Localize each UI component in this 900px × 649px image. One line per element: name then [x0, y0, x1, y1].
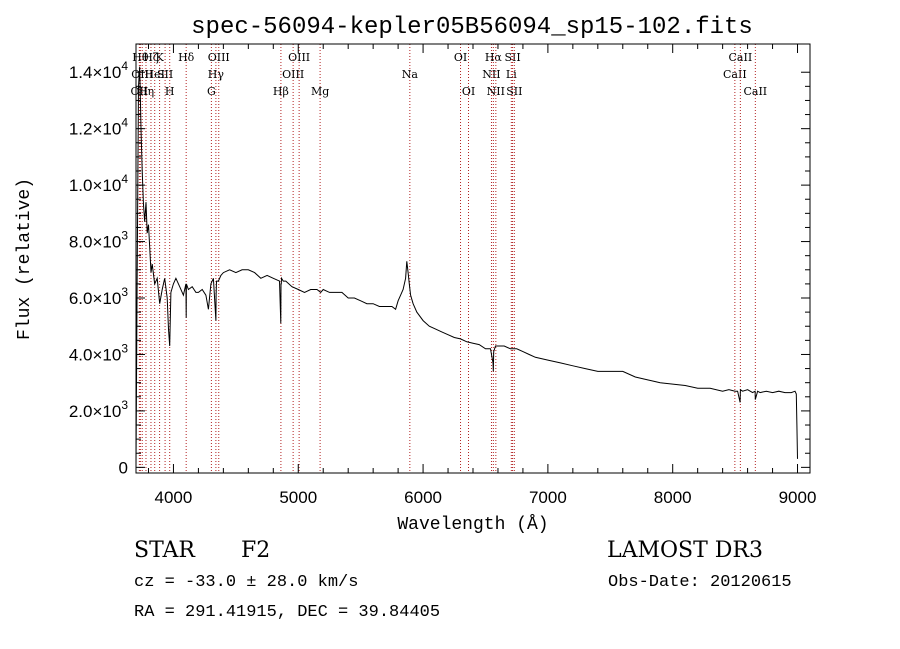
x-tick-label: 4000: [155, 488, 193, 507]
object-subclass: F2: [241, 538, 271, 563]
marker-label: Hα: [485, 51, 503, 64]
x-tick-label: 5000: [279, 488, 317, 507]
x-tick-label: 7000: [529, 488, 567, 507]
y-tick-label: 2.0×103: [69, 398, 128, 421]
y-tick-exponent: 4: [121, 116, 128, 130]
y-tick-label: 8.0×103: [69, 229, 128, 252]
marker-label: CaII: [729, 51, 753, 64]
marker-label: Hη: [138, 85, 154, 98]
marker-label: K: [155, 51, 164, 64]
marker-label: OII: [131, 85, 149, 98]
marker-label: SII: [506, 85, 522, 98]
marker-label: G: [207, 85, 216, 98]
survey-name: LAMOST DR3: [607, 538, 763, 563]
y-tick-exponent: 3: [121, 285, 128, 299]
marker-label: Hζ: [143, 51, 159, 64]
coordinates-info: RA = 291.41915, DEC = 39.84405: [134, 603, 441, 622]
marker-label: OI: [462, 85, 475, 98]
spectral-line-markers: OIIHθOIIIHηHζHeIKSIIHHδGHγOIIIHβOIIIOIII…: [131, 44, 767, 473]
y-tick-mantissa: 4.0×10: [69, 345, 121, 364]
y-tick-mantissa: 2.0×10: [69, 402, 121, 421]
marker-label: H: [165, 85, 175, 98]
marker-label: Hδ: [178, 51, 195, 64]
plot-frame: [135, 43, 811, 474]
marker-label: OIII: [208, 51, 230, 64]
marker-label: Li: [506, 68, 517, 81]
y-tick-label: 6.0×103: [69, 285, 128, 308]
x-tick-label: 6000: [404, 488, 442, 507]
y-tick-mantissa: 8.0×10: [69, 233, 121, 252]
marker-label: NII: [482, 68, 500, 81]
marker-label: NII: [487, 85, 505, 98]
y-tick-label: 1.0×104: [69, 172, 128, 195]
marker-label: Na: [402, 68, 419, 81]
object-class: STAR: [134, 538, 195, 563]
y-tick-label: 0: [119, 458, 128, 477]
chart-title: spec-56094-kepler05B56094_sp15-102.fits: [191, 14, 753, 41]
x-tick-label: 9000: [779, 488, 817, 507]
marker-label: CaII: [723, 68, 747, 81]
y-tick-exponent: 4: [121, 59, 128, 73]
y-axis-label: Flux (relative): [15, 178, 35, 340]
y-tick-label: 1.4×104: [69, 59, 128, 82]
y-tick-mantissa: 1.0×10: [69, 176, 121, 195]
marker-label: OIII: [282, 68, 304, 81]
marker-label: SII: [157, 68, 173, 81]
marker-label: CaII: [743, 85, 767, 98]
y-tick-mantissa: 1.4×10: [69, 63, 121, 82]
y-tick-mantissa: 0: [119, 458, 128, 477]
y-tick-exponent: 4: [121, 172, 128, 186]
y-tick-exponent: 3: [121, 398, 128, 412]
y-tick-exponent: 3: [121, 229, 128, 243]
x-axis-ticks: 4000 5000 6000 7000 8000 9000: [147, 44, 817, 507]
observation-date: Obs-Date: 20120615: [608, 573, 792, 592]
y-tick-mantissa: 1.2×10: [69, 120, 121, 139]
marker-label: Hγ: [208, 68, 225, 81]
y-tick-label: 1.2×104: [69, 116, 128, 139]
marker-label: OI: [454, 51, 467, 64]
y-tick-label: 4.0×103: [69, 341, 128, 364]
spectrum-line: [135, 66, 798, 468]
marker-label: Mg: [311, 85, 329, 98]
redshift-info: cz = -33.0 ± 28.0 km/s: [134, 573, 359, 592]
marker-label: SII: [504, 51, 520, 64]
x-tick-label: 8000: [654, 488, 692, 507]
y-axis-ticks: 02.0×1034.0×1036.0×1038.0×1031.0×1041.2×…: [69, 59, 810, 477]
y-tick-exponent: 3: [121, 341, 128, 355]
marker-label: Hβ: [273, 85, 289, 98]
y-tick-mantissa: 6.0×10: [69, 289, 121, 308]
marker-label: OIII: [131, 68, 153, 81]
marker-label: OIII: [288, 51, 310, 64]
x-axis-label: Wavelength (Å): [397, 514, 548, 535]
